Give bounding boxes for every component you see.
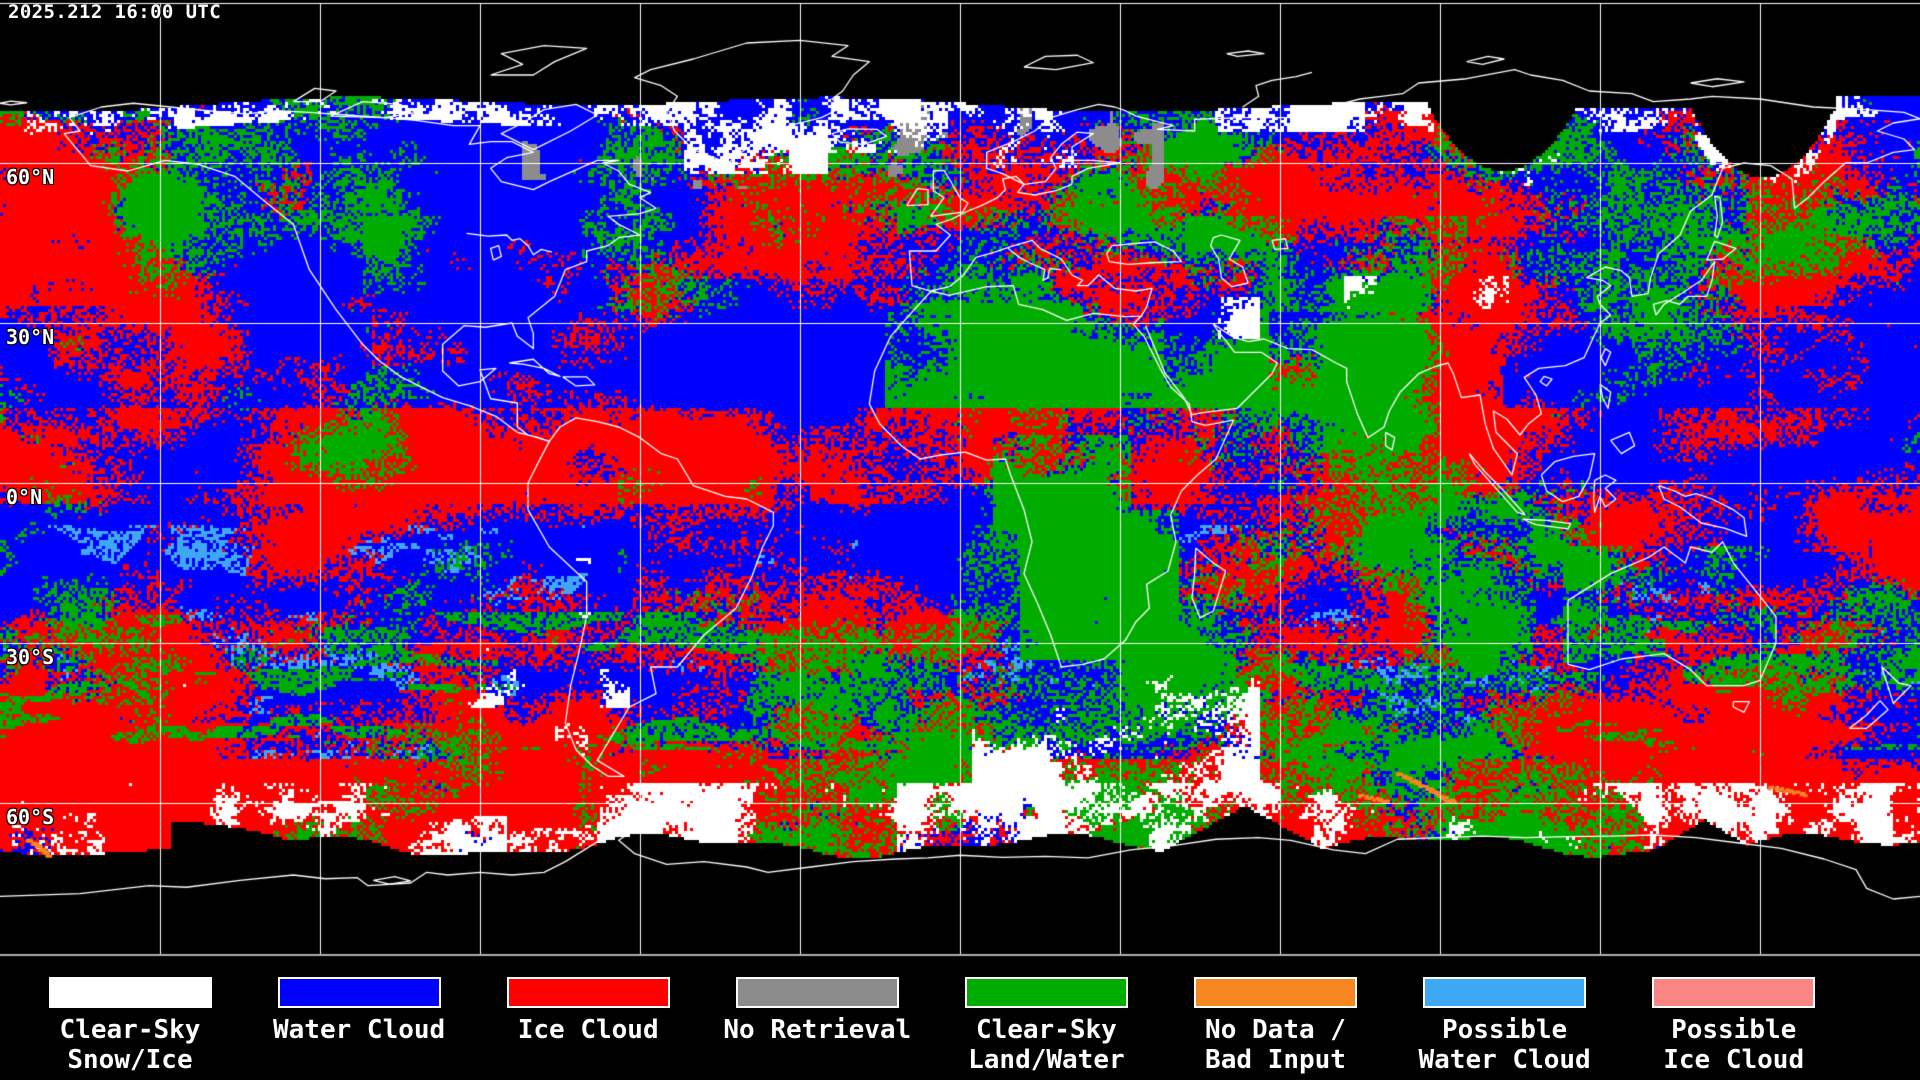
legend-item-clear-sky-land-water: Clear-Sky Land/Water xyxy=(932,958,1161,1075)
possible-water-cloud-swatch xyxy=(1423,977,1587,1008)
legend-label: Water Cloud xyxy=(273,1015,446,1045)
legend-item-possible-ice-cloud: Possible Ice Cloud xyxy=(1619,958,1848,1075)
lat-label: 30°S xyxy=(6,645,55,669)
legend-item-water-cloud: Water Cloud xyxy=(245,958,474,1045)
lat-label: 60°S xyxy=(6,805,55,829)
legend-item-possible-water-cloud: Possible Water Cloud xyxy=(1390,958,1619,1075)
lat-label: 0°N xyxy=(6,485,43,509)
legend-item-no-data-bad-input: No Data / Bad Input xyxy=(1161,958,1390,1075)
timestamp: 2025.212 16:00 UTC xyxy=(8,1,222,23)
legend-label: Possible xyxy=(1671,1015,1797,1045)
legend-label: Bad Input xyxy=(1205,1045,1346,1075)
legend-label: Land/Water xyxy=(968,1045,1125,1075)
legend-label: Ice Cloud xyxy=(517,1015,659,1045)
legend-label: Clear-Sky xyxy=(59,1015,201,1045)
water-cloud-swatch xyxy=(277,977,441,1008)
lat-label: 30°N xyxy=(6,325,55,349)
ice-cloud-swatch xyxy=(506,977,670,1008)
no-data-bad-input-swatch xyxy=(1194,977,1357,1008)
clear-sky-land-water-swatch xyxy=(964,977,1128,1008)
legend-label: Clear-Sky xyxy=(975,1015,1117,1045)
legend-item-ice-cloud: Ice Cloud xyxy=(474,958,703,1045)
legend-label: No Data / xyxy=(1205,1015,1346,1045)
global-cloud-type-map xyxy=(0,0,1920,958)
legend-item-no-retrieval: No Retrieval xyxy=(703,958,932,1045)
possible-ice-cloud-swatch xyxy=(1652,977,1816,1008)
clear-sky-snow-ice-swatch xyxy=(48,977,212,1008)
no-retrieval-swatch xyxy=(735,977,899,1008)
legend-label: Snow/Ice xyxy=(67,1045,193,1075)
legend-label: Possible xyxy=(1441,1015,1568,1045)
legend-item-clear-sky-snow-ice: Clear-Sky Snow/Ice xyxy=(16,958,245,1075)
legend-label: No Retrieval xyxy=(723,1015,912,1045)
legend: Clear-Sky Snow/Ice Water Cloud Ice Cloud No … xyxy=(0,958,1920,1080)
lat-label: 60°N xyxy=(6,165,55,189)
legend-label: Ice Cloud xyxy=(1663,1045,1805,1075)
legend-label: Water Cloud xyxy=(1418,1045,1591,1075)
